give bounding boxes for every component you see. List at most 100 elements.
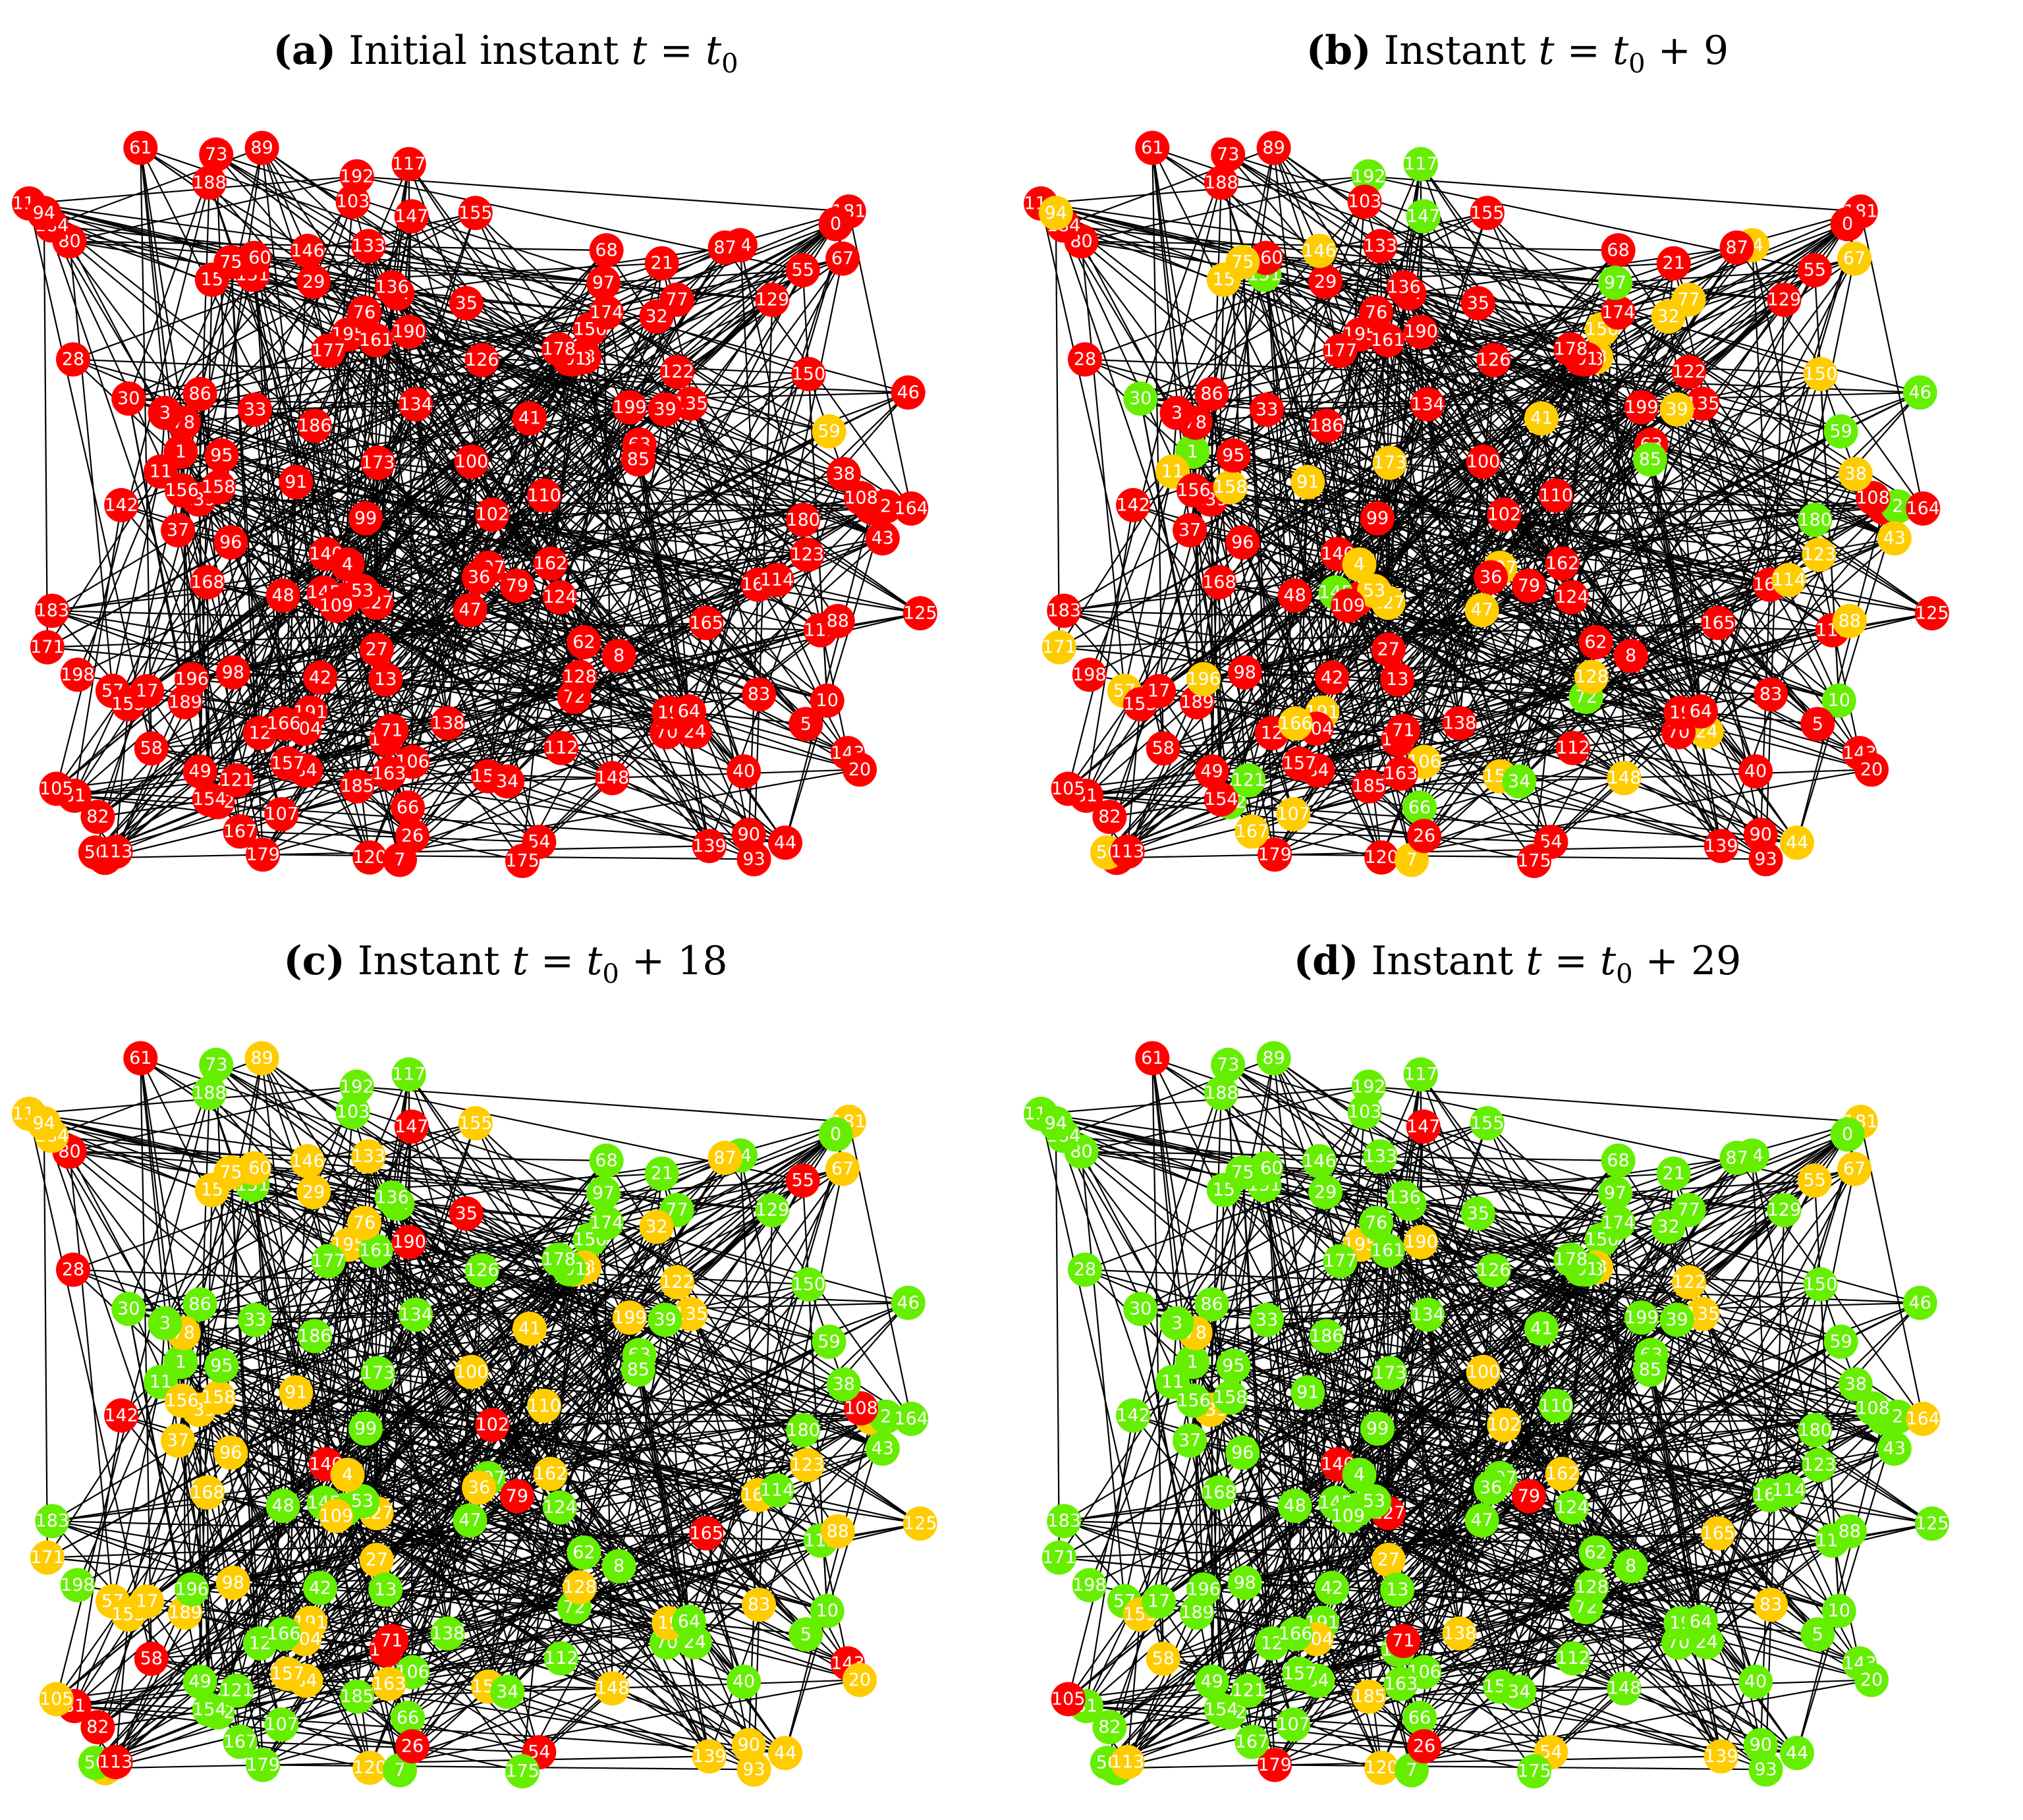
node-label: 183	[36, 1511, 70, 1531]
node-label: 165	[1701, 613, 1735, 633]
node-35: 35	[449, 1196, 484, 1231]
node-66: 66	[1402, 1701, 1437, 1735]
edge	[1292, 1405, 1557, 1725]
edge	[115, 704, 129, 852]
node-134: 134	[399, 1297, 433, 1332]
node-label: 171	[1042, 637, 1076, 657]
edge	[1248, 1340, 1842, 1692]
edge	[1084, 358, 1920, 393]
edge	[1651, 444, 1819, 556]
node-label: 128	[1574, 667, 1609, 687]
node-label: 147	[395, 206, 429, 227]
node-circle	[30, 630, 65, 665]
node-label: 166	[1279, 1624, 1313, 1644]
node-177: 177	[1323, 333, 1358, 368]
node-circle	[1159, 1306, 1194, 1340]
edge	[1499, 775, 1722, 847]
node-circle	[1308, 1174, 1343, 1209]
node-label: 168	[1202, 1482, 1236, 1503]
node-label: 112	[544, 1648, 578, 1668]
node-38: 38	[1838, 1367, 1873, 1402]
node-40: 40	[727, 1665, 761, 1699]
node-199: 199	[1624, 1300, 1659, 1335]
node-label: 36	[468, 1477, 490, 1498]
node-label: 66	[397, 798, 419, 818]
node-label: 89	[250, 1048, 273, 1068]
node-44: 44	[1780, 1736, 1814, 1771]
node-46: 46	[1902, 375, 1937, 410]
node-label: 82	[86, 1717, 109, 1738]
node-circle	[1159, 395, 1194, 430]
node-circle	[1701, 605, 1736, 640]
edge	[389, 620, 839, 775]
node-circle	[1683, 1605, 1718, 1639]
node-circle	[818, 1117, 853, 1152]
edge	[1411, 1622, 1681, 1771]
node-178: 178	[1553, 1242, 1588, 1277]
node-circle	[56, 342, 90, 377]
node-circle	[812, 414, 846, 449]
node-label: 125	[903, 603, 937, 624]
node-28: 28	[56, 342, 90, 377]
edge	[1271, 1489, 1789, 1644]
node-109: 109	[319, 588, 354, 623]
node-label: 98	[222, 1572, 244, 1593]
node-134: 134	[399, 387, 433, 422]
edge	[199, 340, 377, 772]
node-label: 37	[167, 520, 189, 541]
node-26: 26	[395, 819, 430, 854]
edge	[43, 1122, 523, 1772]
node-196: 196	[175, 1572, 209, 1607]
node-label: 42	[1321, 1578, 1343, 1598]
node-label: 121	[220, 1680, 254, 1701]
node-label: 4	[1354, 555, 1365, 575]
node-175: 175	[1517, 1754, 1551, 1788]
node-79: 79	[499, 568, 534, 603]
edge	[191, 215, 412, 680]
node-label: 161	[1371, 330, 1405, 350]
node-circle	[1302, 233, 1337, 268]
node-label: 79	[506, 1486, 528, 1506]
node-label: 158	[1213, 1387, 1248, 1408]
edge	[784, 507, 873, 843]
node-107: 107	[264, 797, 299, 832]
node-label: 4	[342, 1465, 353, 1485]
node-circle	[372, 1667, 406, 1701]
node-label: 11	[150, 461, 172, 482]
node-121: 121	[219, 1673, 254, 1708]
node-label: 1	[175, 1352, 186, 1372]
node-circle	[621, 1352, 655, 1387]
node-198: 198	[1072, 1568, 1107, 1603]
node-123: 123	[1802, 538, 1837, 572]
node-label: 183	[36, 601, 70, 621]
node-88: 88	[1832, 1514, 1867, 1549]
node-97: 97	[1598, 265, 1632, 300]
node-label: 10	[816, 690, 839, 711]
edge	[1085, 505, 1134, 796]
node-circle	[1771, 1473, 1806, 1508]
node-label: 41	[1530, 408, 1553, 429]
node-label: 46	[1909, 382, 1931, 402]
node-120: 120	[1364, 840, 1399, 875]
node-label: 8	[613, 1556, 624, 1576]
node-150: 150	[791, 1267, 826, 1302]
node-label: 37	[1178, 520, 1201, 541]
node-label: 117	[1404, 154, 1438, 175]
node-196: 196	[175, 662, 209, 696]
node-circle	[1351, 159, 1386, 194]
edge	[377, 1283, 809, 1374]
node-109: 109	[1331, 588, 1366, 623]
node-59: 59	[1823, 1324, 1858, 1359]
edge	[385, 1589, 667, 1643]
edge	[694, 1121, 850, 1643]
node-label: 34	[1508, 771, 1530, 792]
edge	[352, 1111, 692, 1315]
node-138: 138	[430, 1616, 465, 1651]
node-circle	[1282, 1657, 1317, 1692]
node-label: 13	[1386, 669, 1408, 690]
node-label: 105	[1051, 779, 1086, 799]
node-167: 167	[223, 1724, 258, 1759]
node-circle	[760, 1473, 794, 1508]
node-label: 154	[1204, 1699, 1238, 1720]
node-102: 102	[1487, 497, 1522, 532]
